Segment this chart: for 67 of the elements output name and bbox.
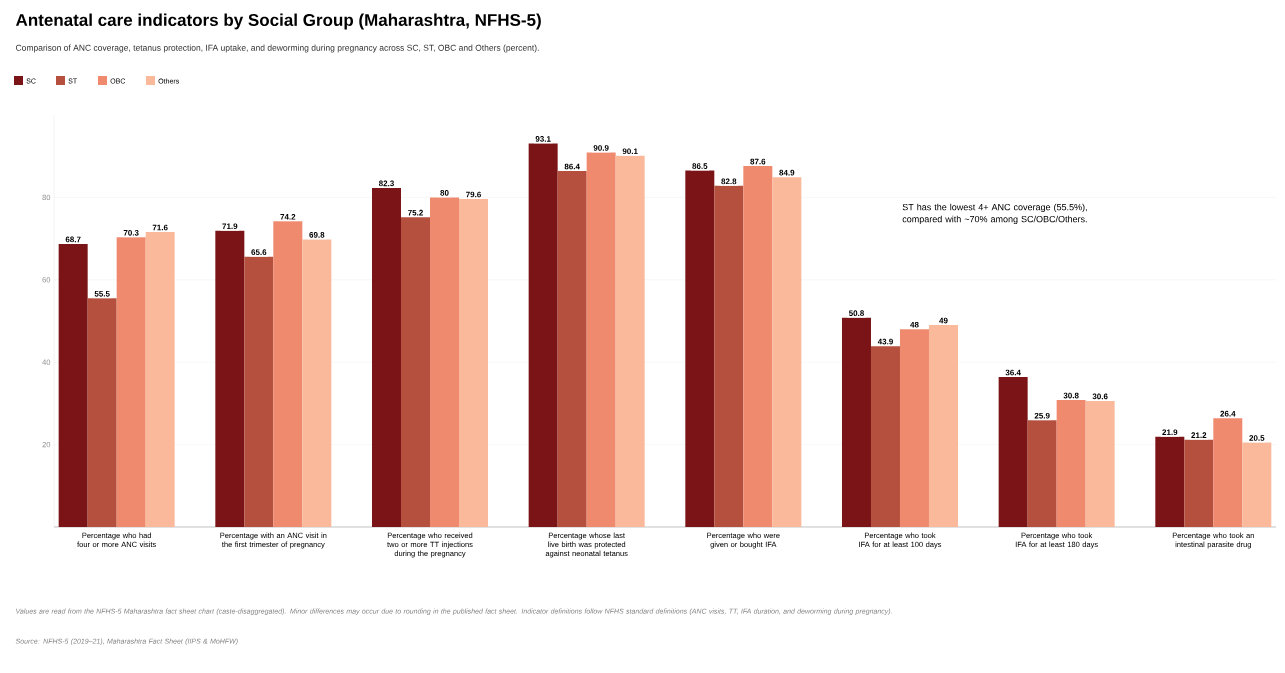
data-label: 50.8 xyxy=(848,310,865,316)
data-label: 30.8 xyxy=(1063,392,1079,399)
data-label: 74.2 xyxy=(280,214,296,220)
data-label: 36.4 xyxy=(1005,369,1021,376)
bar xyxy=(401,217,430,527)
bar xyxy=(998,377,1028,527)
data-label: 48 xyxy=(910,321,919,328)
data-label: 93.1 xyxy=(535,136,551,142)
data-label: 70.3 xyxy=(123,229,139,236)
bar xyxy=(899,329,929,527)
bar xyxy=(429,197,459,527)
data-label: 87.6 xyxy=(750,158,766,165)
data-label: 25.9 xyxy=(1034,412,1050,419)
bar xyxy=(1213,418,1243,527)
data-label: 86.4 xyxy=(564,163,580,170)
data-label: 75.2 xyxy=(408,209,423,216)
data-label: 21.2 xyxy=(1191,432,1207,438)
chart-title: Antenatal care indicators by Social Group (Maharashtra, NFHS-5) xyxy=(15,13,541,30)
chart-subtitle: Comparison of ANC coverage, tetanus protection, IFA uptake, and deworming during pregnancy across SC, ST, OBC and Others (percent). xyxy=(15,44,539,53)
bar xyxy=(870,346,900,527)
data-label: 80 xyxy=(440,190,449,196)
bar xyxy=(116,237,146,527)
bar xyxy=(557,171,587,527)
data-label: 82.8 xyxy=(721,178,737,185)
bar xyxy=(1155,436,1185,527)
bar xyxy=(145,232,175,527)
bar xyxy=(244,256,274,527)
bar xyxy=(615,155,645,527)
bar xyxy=(87,298,117,527)
data-label: 21.9 xyxy=(1162,429,1178,436)
bar xyxy=(1056,400,1086,527)
bar xyxy=(371,187,401,527)
bar xyxy=(841,317,871,527)
bar xyxy=(215,230,245,527)
bar xyxy=(1085,400,1115,527)
bar xyxy=(714,185,744,527)
data-label: 82.3 xyxy=(378,180,394,187)
bar xyxy=(586,152,616,527)
data-label: 20.5 xyxy=(1249,435,1265,441)
data-label: 65.6 xyxy=(251,249,267,256)
bar xyxy=(772,177,802,527)
bar xyxy=(743,166,773,527)
data-label: 90.1 xyxy=(622,148,638,155)
data-label: 90.9 xyxy=(593,145,609,151)
data-label: 68.7 xyxy=(65,236,81,243)
bar xyxy=(1027,420,1057,527)
bar xyxy=(273,221,303,527)
bar xyxy=(458,199,488,527)
data-label: 71.6 xyxy=(152,224,168,231)
bar xyxy=(302,239,332,527)
bar xyxy=(528,143,558,527)
data-label: 49 xyxy=(939,317,948,324)
annotation: ST has the lowest 4+ ANC coverage (55.5%), compared with ~70% among SC/OBC/Others. xyxy=(902,203,1087,225)
data-label: 86.5 xyxy=(692,163,708,169)
data-label: 43.9 xyxy=(877,338,893,345)
bar xyxy=(58,243,88,527)
data-label: 26.4 xyxy=(1220,410,1236,417)
data-label: 79.6 xyxy=(466,191,481,198)
data-label: 69.8 xyxy=(309,232,325,238)
bar xyxy=(1184,439,1214,527)
data-label: 30.6 xyxy=(1092,393,1108,400)
bar xyxy=(685,170,715,527)
data-label: 55.5 xyxy=(94,291,110,297)
data-label: 84.9 xyxy=(779,169,795,176)
bar xyxy=(928,325,958,527)
data-label: 71.9 xyxy=(222,223,238,230)
bar xyxy=(1242,442,1272,527)
